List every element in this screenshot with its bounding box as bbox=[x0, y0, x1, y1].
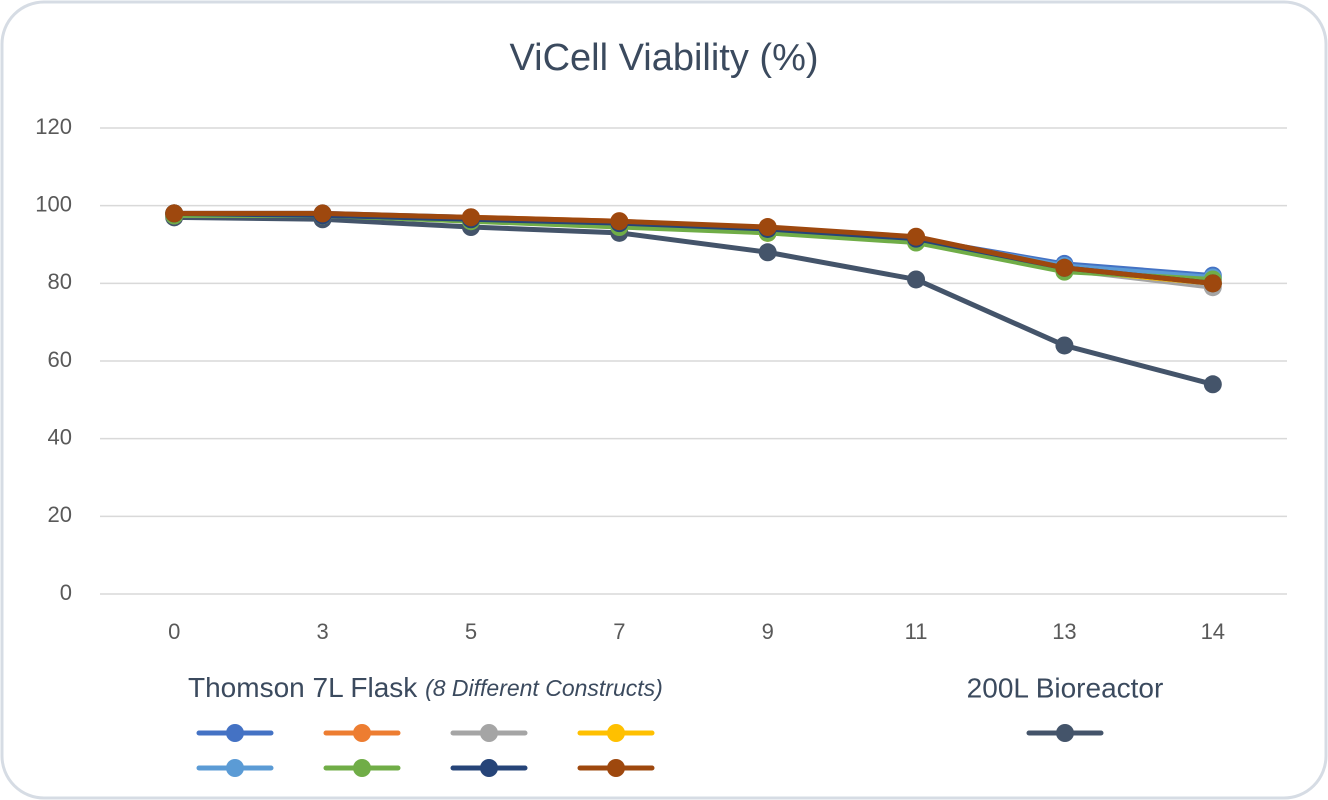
x-tick-label: 0 bbox=[168, 619, 180, 644]
legend-note: (8 Different Constructs) bbox=[425, 675, 663, 701]
legend-marker bbox=[1056, 724, 1074, 742]
legend-title: Thomson 7L Flask (8 Different Constructs… bbox=[188, 672, 663, 703]
marker bbox=[313, 204, 332, 223]
chart-title: ViCell Viability (%) bbox=[509, 37, 818, 79]
line bbox=[174, 214, 1214, 387]
x-tick-label: 11 bbox=[905, 619, 928, 644]
marker bbox=[907, 227, 926, 246]
legend-marker bbox=[353, 759, 371, 777]
y-tick-label: 40 bbox=[48, 424, 72, 449]
legend-marker bbox=[480, 724, 498, 742]
marker bbox=[1203, 274, 1222, 293]
x-tick-label: 13 bbox=[1052, 619, 1076, 644]
marker bbox=[907, 270, 926, 289]
legend-marker bbox=[607, 724, 625, 742]
y-tick-label: 20 bbox=[48, 502, 72, 527]
x-tick-label: 3 bbox=[316, 619, 328, 644]
y-tick-label: 120 bbox=[35, 114, 72, 139]
marker bbox=[758, 243, 777, 262]
x-tick-label: 7 bbox=[613, 619, 625, 644]
legend-marker bbox=[607, 759, 625, 777]
legend-marker bbox=[226, 724, 244, 742]
legend-marker bbox=[480, 759, 498, 777]
legend-marker bbox=[226, 759, 244, 777]
marker bbox=[165, 204, 184, 223]
marker bbox=[610, 212, 629, 231]
marker bbox=[758, 218, 777, 237]
marker bbox=[461, 208, 480, 227]
marker bbox=[1055, 258, 1074, 277]
y-tick-label: 0 bbox=[60, 580, 72, 605]
marker bbox=[1055, 336, 1074, 355]
x-tick-label: 5 bbox=[465, 619, 477, 644]
marker bbox=[1203, 375, 1222, 394]
legend-title-text: Thomson 7L Flask bbox=[188, 672, 418, 703]
legend-label: 200L Bioreactor bbox=[967, 672, 1164, 703]
line bbox=[174, 210, 1214, 286]
y-tick-label: 80 bbox=[48, 269, 72, 294]
x-tick-label: 9 bbox=[762, 619, 774, 644]
x-tick-label: 14 bbox=[1201, 619, 1225, 644]
legend-marker bbox=[353, 724, 371, 742]
y-tick-label: 100 bbox=[35, 191, 72, 216]
y-tick-label: 60 bbox=[48, 347, 72, 372]
